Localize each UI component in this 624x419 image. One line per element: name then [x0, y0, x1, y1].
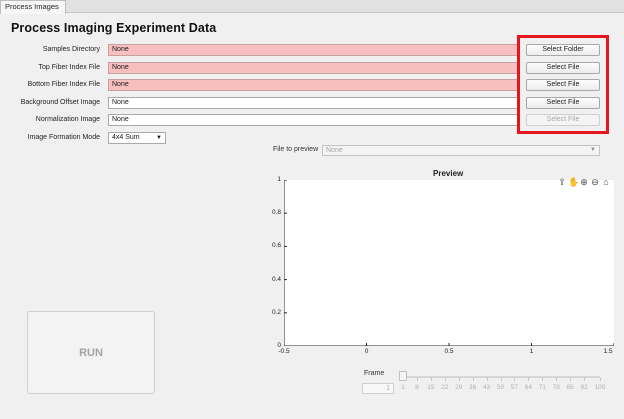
zoom-out-icon[interactable]: ⊖	[591, 177, 599, 187]
slider-tick-label: 43	[482, 384, 491, 391]
x-tick-label: 0.5	[444, 348, 454, 355]
slider-tick-label: 85	[566, 384, 574, 391]
home-icon[interactable]: ⌂	[603, 177, 609, 187]
slider-tick-label: 100	[594, 384, 606, 391]
file-to-preview-select[interactable]: None ▼	[322, 145, 600, 156]
slider-tick-mark	[556, 378, 558, 381]
slider-tick-mark	[458, 378, 460, 381]
slider-tick-label: 50	[496, 384, 505, 391]
x-tick-label: 0	[364, 348, 369, 355]
slider-tick-label: 71	[538, 384, 546, 391]
frame-label: Frame	[364, 370, 385, 377]
slider-tick-mark	[570, 378, 572, 381]
y-tick-label: 0	[277, 342, 281, 349]
slider-tick-mark	[430, 378, 432, 381]
select-top-fiber-button[interactable]: Select File	[526, 62, 600, 74]
y-tick-label: 0.4	[271, 275, 281, 283]
pan-icon[interactable]: ✋	[568, 177, 580, 187]
slider-tick-label: 1	[401, 384, 405, 391]
bottom-fiber-index-label: Bottom Fiber Index File	[27, 81, 100, 88]
slider-tick-mark	[528, 378, 530, 381]
tab-bar: Process Images	[0, 0, 624, 14]
frame-field[interactable]: 1	[362, 383, 394, 394]
frame-slider-ticks	[403, 378, 601, 382]
background-offset-field[interactable]: None	[108, 97, 519, 109]
top-fiber-index-label: Top Fiber Index File	[38, 64, 100, 71]
chevron-down-icon: ▼	[156, 135, 162, 141]
slider-tick-mark	[500, 378, 502, 381]
top-fiber-index-field[interactable]: None	[108, 62, 519, 74]
normalization-image-field[interactable]: None	[108, 114, 519, 126]
select-folder-button[interactable]: Select Folder	[526, 44, 600, 56]
slider-tick-mark	[600, 378, 601, 381]
zoom-in-icon[interactable]: ⊕	[580, 177, 588, 187]
export-icon[interactable]: ⇪	[558, 177, 566, 187]
select-normalization-button[interactable]: Select File	[526, 114, 600, 126]
axes-title: Preview	[433, 169, 464, 178]
image-formation-mode-select[interactable]: 4x4 Sum ▼	[108, 132, 166, 144]
frame-slider-thumb[interactable]	[399, 371, 407, 381]
y-tick-label: 1	[277, 176, 281, 183]
bottom-fiber-index-field[interactable]: None	[108, 79, 519, 91]
slider-tick-label: 22	[441, 384, 449, 391]
file-to-preview-label: File to preview	[273, 146, 319, 153]
image-formation-mode-label: Image Formation Mode	[27, 134, 100, 141]
preview-axes[interactable]	[284, 180, 614, 346]
slider-tick-label: 36	[469, 384, 477, 391]
x-tick-label: 1.5	[603, 348, 613, 355]
slider-tick-mark	[584, 378, 586, 381]
axes-frame	[284, 180, 614, 346]
y-tick-label: 0.8	[271, 209, 281, 217]
y-tick-label: 0.2	[271, 308, 281, 316]
slider-tick-label: 64	[524, 384, 532, 391]
slider-tick-label: 29	[455, 384, 463, 391]
slider-tick-mark	[542, 378, 544, 381]
buttons-highlight-box	[517, 35, 609, 134]
slider-tick-label: 57	[510, 384, 519, 391]
frame-slider-track[interactable]	[403, 376, 600, 378]
x-tick-label: 1	[529, 348, 534, 355]
samples-directory-field[interactable]: None	[108, 44, 519, 56]
samples-directory-label: Samples Directory	[42, 46, 100, 53]
slider-tick-label: 15	[427, 384, 435, 391]
slider-tick-mark	[514, 378, 516, 381]
x-tick-label: -0.5	[278, 348, 290, 355]
preview-file-value: None	[326, 147, 343, 154]
slider-tick-label: 8	[415, 384, 419, 391]
mode-value: 4x4 Sum	[112, 134, 140, 141]
y-tick-label: 0.6	[271, 242, 281, 250]
page-title: Process Imaging Experiment Data	[11, 21, 217, 35]
axes-toolbar: ⇪ ✋ ⊕ ⊖ ⌂	[557, 177, 613, 187]
slider-tick-label: 92	[580, 384, 588, 391]
slider-tick-mark	[444, 378, 446, 381]
select-background-button[interactable]: Select File	[526, 97, 600, 109]
background-offset-label: Background Offset Image	[20, 99, 100, 106]
tab-process-images[interactable]: Process Images	[0, 0, 66, 14]
slider-tick-mark	[472, 378, 474, 381]
slider-tick-mark	[486, 378, 488, 381]
chevron-down-icon: ▼	[590, 147, 596, 153]
slider-tick-mark	[416, 378, 418, 381]
normalization-image-label: Normalization Image	[35, 116, 100, 123]
slider-tick-label: 78	[552, 384, 560, 391]
select-bottom-fiber-button[interactable]: Select File	[526, 79, 600, 91]
run-button[interactable]: RUN	[27, 311, 155, 394]
